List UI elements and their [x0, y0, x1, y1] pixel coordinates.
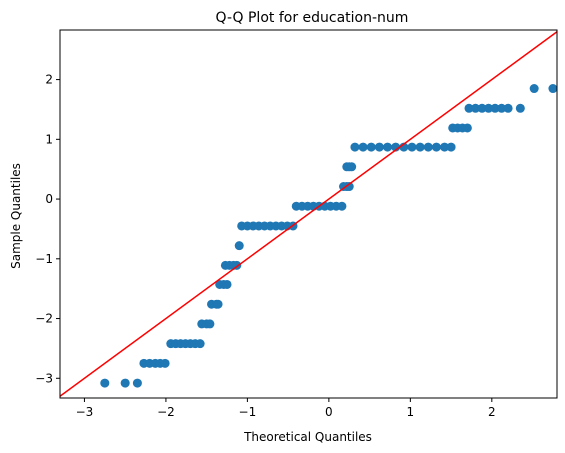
x-axis: −3 −2 −1 0 1 2: [76, 398, 496, 419]
data-point: [344, 182, 354, 192]
data-point: [195, 339, 205, 349]
plot-frame: [59, 29, 558, 399]
x-axis-label: Theoretical Quantiles: [243, 430, 372, 444]
data-point: [205, 319, 215, 329]
data-point: [350, 142, 360, 152]
data-point: [337, 201, 347, 211]
data-point: [213, 299, 223, 309]
data-point: [415, 142, 425, 152]
data-point: [100, 378, 110, 388]
y-tick-label: −1: [35, 252, 53, 266]
data-point: [120, 378, 130, 388]
data-point: [222, 279, 232, 289]
data-point: [529, 84, 539, 94]
y-tick-label: −2: [35, 312, 53, 326]
data-point: [440, 142, 450, 152]
reference-line: [59, 31, 558, 397]
data-point: [234, 241, 244, 251]
data-point: [132, 378, 142, 388]
data-point: [477, 103, 487, 113]
y-tick-label: −3: [35, 371, 53, 385]
data-point: [366, 142, 376, 152]
x-tick-label: 2: [488, 405, 496, 419]
y-tick-label: 0: [45, 192, 53, 206]
x-tick-label: 0: [325, 405, 333, 419]
data-point: [374, 142, 384, 152]
data-point: [160, 358, 170, 368]
data-point: [490, 103, 500, 113]
data-point: [484, 103, 494, 113]
data-point: [548, 84, 558, 94]
y-axis: −3 −2 −1 0 1 2: [35, 73, 60, 385]
y-axis-label: Sample Quantiles: [9, 163, 23, 269]
x-tick-label: −3: [76, 405, 94, 419]
data-point: [347, 162, 357, 172]
data-point: [464, 103, 474, 113]
y-tick-label: 2: [45, 73, 53, 87]
data-point: [446, 142, 456, 152]
x-tick-label: −1: [239, 405, 257, 419]
data-point: [497, 103, 507, 113]
data-point: [462, 123, 472, 133]
x-tick-label: −2: [157, 405, 175, 419]
data-point: [423, 142, 433, 152]
data-point: [515, 103, 525, 113]
chart-title: Q-Q Plot for education-num: [216, 10, 409, 26]
plot-area: [59, 31, 558, 397]
y-tick-label: 1: [45, 132, 53, 146]
data-point: [383, 142, 393, 152]
data-point: [503, 103, 513, 113]
x-tick-label: 1: [407, 405, 415, 419]
data-point: [407, 142, 417, 152]
data-point: [431, 142, 441, 152]
data-point: [471, 103, 481, 113]
data-point: [358, 142, 368, 152]
